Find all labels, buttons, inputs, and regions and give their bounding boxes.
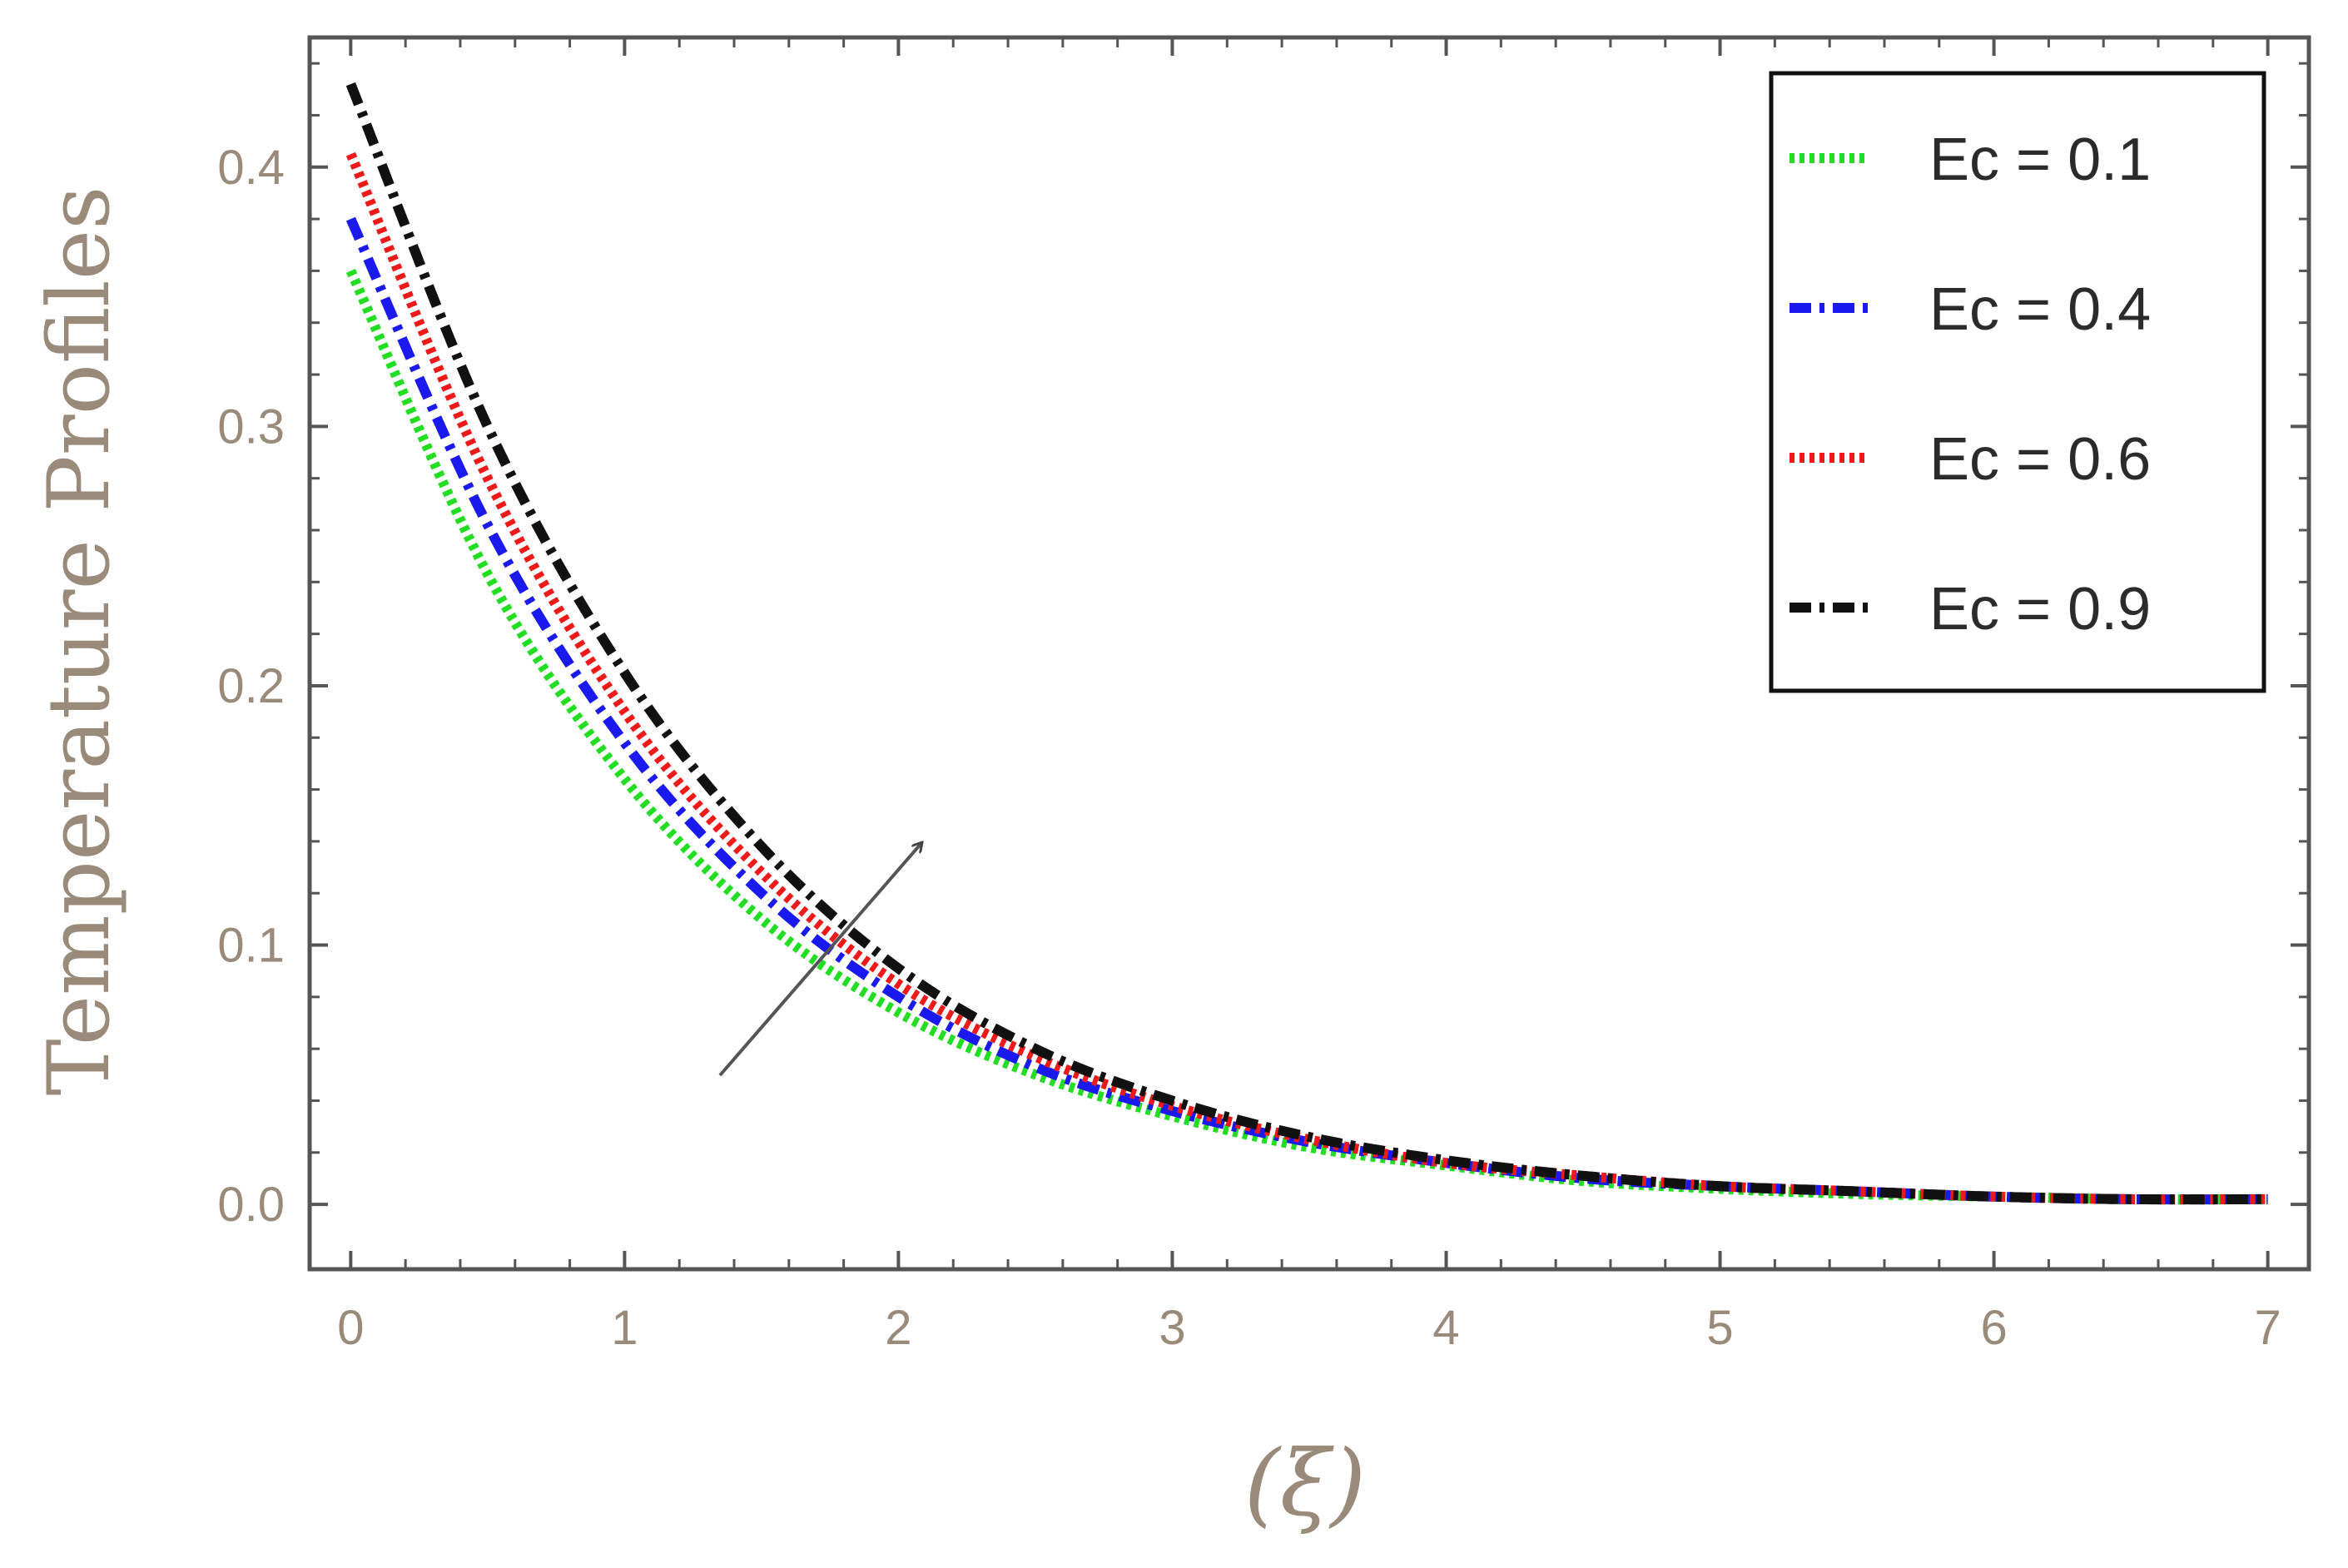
x-tick-label: 4 xyxy=(1432,1301,1459,1355)
y-tick-label: 0.2 xyxy=(217,659,285,713)
legend-label: Ec = 0.1 xyxy=(1929,127,2151,193)
series-layer xyxy=(345,82,2268,1205)
x-tick-label: 1 xyxy=(611,1301,638,1355)
x-tick-label: 6 xyxy=(1980,1301,2007,1355)
legend-label: Ec = 0.6 xyxy=(1929,426,2151,493)
y-tick-label: 0.0 xyxy=(217,1178,285,1232)
legend-label: Ec = 0.4 xyxy=(1929,276,2151,343)
series-line-4 xyxy=(345,82,2268,1205)
y-tick-label: 0.3 xyxy=(217,399,285,454)
legend-box xyxy=(1769,71,2266,693)
legend-entries: Ec = 0.1 Ec = 0.4 Ec = 0.6 Ec = 0.9 xyxy=(1790,127,2151,643)
x-tick-label: 2 xyxy=(885,1301,911,1355)
series-line-1 xyxy=(345,268,2268,1205)
legend-label: Ec = 0.9 xyxy=(1929,576,2151,643)
increasing-ec-arrow xyxy=(718,842,922,1077)
x-axis-label: (ξ) xyxy=(1244,1430,1366,1536)
x-tick-label: 3 xyxy=(1159,1301,1185,1355)
legend: Ec = 0.1 Ec = 0.4 Ec = 0.6 Ec = 0.9 xyxy=(1769,71,2266,693)
y-tick-label: 0.1 xyxy=(217,919,285,973)
x-tick-label: 7 xyxy=(2255,1301,2281,1355)
y-tick-label: 0.4 xyxy=(217,141,285,195)
y-axis-label: Temperature Profiles xyxy=(30,186,129,1096)
ticks-layer: 0 1 2 3 4 5 6 7 0.0 0.1 0.2 0.3 0.4 xyxy=(217,37,2309,1355)
plot-frame xyxy=(307,35,2311,1272)
x-tick-label: 0 xyxy=(337,1301,364,1355)
x-tick-label: 5 xyxy=(1706,1301,1733,1355)
series-line-2 xyxy=(345,216,2268,1205)
